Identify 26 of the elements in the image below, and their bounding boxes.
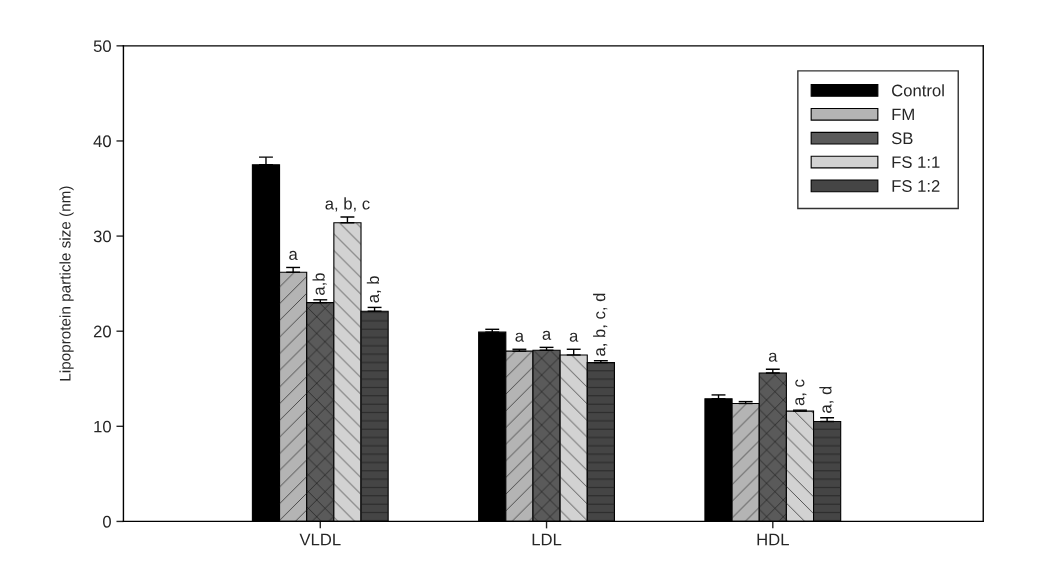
legend-label: FS 1:1	[892, 156, 940, 169]
annotation: a, b	[366, 276, 382, 303]
annotation: a	[289, 250, 298, 260]
x-tick-label: LDL	[532, 533, 562, 546]
x-tick-label: HDL	[757, 533, 789, 546]
annotation: a	[542, 330, 552, 340]
annotation: a	[768, 352, 778, 362]
legend-label: SB	[891, 132, 913, 145]
annotation: a	[569, 332, 579, 342]
y-tick-label: 50	[93, 40, 111, 53]
y-tick-label: 0	[103, 515, 111, 528]
annotation: a, c	[795, 379, 807, 406]
annotation: a,b	[312, 273, 327, 295]
legend-label: FM	[892, 108, 914, 121]
legend-label: FS 1:2	[892, 180, 940, 192]
y-axis-title: Lipoprotein particle size (nm)	[59, 186, 74, 381]
y-tick-label: 30	[93, 230, 111, 243]
annotation: a	[515, 332, 525, 342]
y-tick-label: 20	[93, 325, 111, 338]
annotation: a, b, c, d	[593, 293, 608, 356]
x-tick-label: VLDL	[299, 533, 341, 546]
annotation: a, b, c	[325, 197, 370, 212]
annotation: a, d	[819, 386, 834, 413]
legend-label: Control	[892, 84, 944, 97]
y-tick-label: 40	[93, 135, 111, 148]
y-tick-label: 10	[94, 420, 111, 433]
